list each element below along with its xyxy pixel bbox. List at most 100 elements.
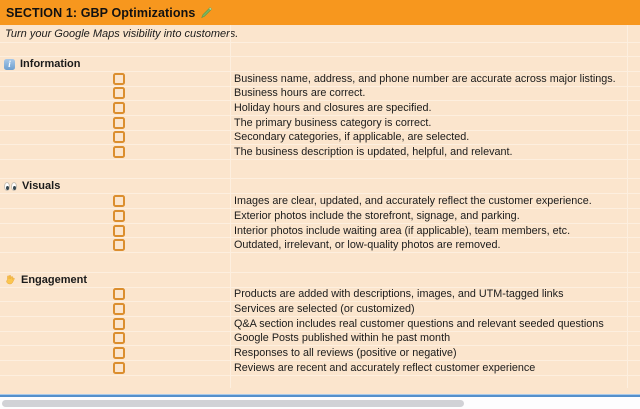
checkbox[interactable] xyxy=(113,72,125,85)
item-cell: Reviews are recent and accurately reflec… xyxy=(230,361,640,375)
spacer-row xyxy=(0,43,640,57)
checklist-item-text: Responses to all reviews (positive or ne… xyxy=(234,347,457,360)
checkbox-cell xyxy=(0,302,230,316)
checklist-row: Responses to all reviews (positive or ne… xyxy=(0,346,640,361)
checkbox[interactable] xyxy=(113,332,125,345)
column-gridline-right xyxy=(627,25,628,388)
checkbox-cell xyxy=(0,209,230,223)
section-label: Engagement xyxy=(21,273,88,286)
checklist-row: Q&A section includes real customer quest… xyxy=(0,317,640,332)
section-header-engagement: Engagement xyxy=(0,273,640,288)
checklist-item-text: Services are selected (or customized) xyxy=(234,303,415,316)
checklist-row: Outdated, irrelevant, or low-quality pho… xyxy=(0,238,640,254)
checkbox[interactable] xyxy=(113,116,125,129)
checklist-item-text: The primary business category is correct… xyxy=(234,116,432,129)
horizontal-scrollbar[interactable] xyxy=(0,397,640,409)
section-title-bar: SECTION 1: GBP Optimizations xyxy=(0,0,640,25)
checklist-row: Services are selected (or customized) xyxy=(0,302,640,317)
checkbox[interactable] xyxy=(113,347,125,360)
section-label: Information xyxy=(20,58,81,70)
checkbox-cell xyxy=(0,288,230,302)
checklist-item-text: Images are clear, updated, and accuratel… xyxy=(234,195,592,208)
checklist-item-text: Reviews are recent and accurately reflec… xyxy=(234,361,536,374)
checkbox-cell xyxy=(0,101,230,115)
checklist-row: Holiday hours and closures are specified… xyxy=(0,101,640,116)
checkbox-cell xyxy=(0,72,230,86)
item-cell: Business name, address, and phone number… xyxy=(230,72,640,86)
item-cell: The business description is updated, hel… xyxy=(230,145,640,159)
checkbox-cell xyxy=(0,361,230,375)
page-title: SECTION 1: GBP Optimizations xyxy=(6,5,196,20)
checkbox-cell xyxy=(0,116,230,130)
checkbox-cell xyxy=(0,224,230,238)
checkbox[interactable] xyxy=(113,209,125,222)
checklist-item-text: Google Posts published within he past mo… xyxy=(234,332,451,345)
checkbox[interactable] xyxy=(113,87,125,100)
checkbox-cell xyxy=(0,131,230,145)
checklist-item-text: Interior photos include waiting area (if… xyxy=(234,224,571,237)
item-cell: Products are added with descriptions, im… xyxy=(230,288,640,302)
spacer-row xyxy=(0,160,640,180)
item-cell: Services are selected (or customized) xyxy=(230,302,640,316)
item-cell: Images are clear, updated, and accuratel… xyxy=(230,194,640,208)
checklist-row: Secondary categories, if applicable, are… xyxy=(0,131,640,146)
checklist-item-text: Business name, address, and phone number… xyxy=(234,72,616,85)
checkbox-cell xyxy=(0,87,230,101)
checkbox-cell xyxy=(0,332,230,346)
item-cell: Q&A section includes real customer quest… xyxy=(230,317,640,331)
item-cell: Responses to all reviews (positive or ne… xyxy=(230,346,640,360)
checkbox[interactable] xyxy=(113,317,125,330)
checkbox[interactable] xyxy=(113,303,125,316)
checklist-row: Products are added with descriptions, im… xyxy=(0,288,640,303)
checkbox[interactable] xyxy=(113,224,125,237)
eyes-icon xyxy=(4,181,17,191)
checklist-row: Google Posts published within he past mo… xyxy=(0,332,640,347)
checkbox-cell xyxy=(0,145,230,159)
hand-icon xyxy=(4,274,16,286)
item-cell: The primary business category is correct… xyxy=(230,116,640,130)
checkbox-cell xyxy=(0,317,230,331)
item-cell: Business hours are correct. xyxy=(230,87,640,101)
pencil-icon xyxy=(200,6,213,19)
item-cell: Google Posts published within he past mo… xyxy=(230,332,640,346)
checklist-row: Interior photos include waiting area (if… xyxy=(0,224,640,239)
item-cell: Secondary categories, if applicable, are… xyxy=(230,131,640,145)
item-cell: Holiday hours and closures are specified… xyxy=(230,101,640,115)
checklist-item-text: Q&A section includes real customer quest… xyxy=(234,317,604,330)
section-header-visuals: Visuals xyxy=(0,179,640,195)
checkbox[interactable] xyxy=(113,146,125,159)
checkbox-cell xyxy=(0,346,230,360)
checkbox[interactable] xyxy=(113,195,125,208)
checklist-row: The primary business category is correct… xyxy=(0,116,640,131)
checklist-item-text: Products are added with descriptions, im… xyxy=(234,288,564,301)
spacer-row xyxy=(0,376,640,389)
checkbox[interactable] xyxy=(113,102,125,115)
checkbox-cell xyxy=(0,194,230,208)
subtitle-text: Turn your Google Maps visibility into cu… xyxy=(5,27,239,40)
item-cell: Outdated, irrelevant, or low-quality pho… xyxy=(230,238,640,252)
checklist-item-text: Holiday hours and closures are specified… xyxy=(234,102,432,115)
item-cell: Exterior photos include the storefront, … xyxy=(230,209,640,223)
checklist-item-text: Business hours are correct. xyxy=(234,87,366,100)
checklist-item-text: Outdated, irrelevant, or low-quality pho… xyxy=(234,239,501,252)
checklist-row: Reviews are recent and accurately reflec… xyxy=(0,361,640,376)
checklist-row: Exterior photos include the storefront, … xyxy=(0,209,640,224)
frozen-pane-divider xyxy=(0,394,640,397)
spacer-row xyxy=(0,253,640,273)
checkbox-cell xyxy=(0,238,230,252)
checkbox[interactable] xyxy=(113,361,125,374)
checkbox[interactable] xyxy=(113,239,125,252)
subtitle-row: Turn your Google Maps visibility into cu… xyxy=(0,25,640,43)
checklist-row: Business name, address, and phone number… xyxy=(0,72,640,87)
checklist-grid: Turn your Google Maps visibility into cu… xyxy=(0,25,640,388)
checkbox[interactable] xyxy=(113,288,125,301)
checkbox[interactable] xyxy=(113,131,125,144)
info-icon: i xyxy=(4,58,15,70)
checklist-item-text: The business description is updated, hel… xyxy=(234,146,513,159)
checklist-row: Business hours are correct. xyxy=(0,87,640,102)
checklist-row: Images are clear, updated, and accuratel… xyxy=(0,194,640,210)
section-header-information: i Information xyxy=(0,57,640,72)
section-label: Visuals xyxy=(22,180,61,193)
scrollbar-thumb[interactable] xyxy=(2,399,464,407)
